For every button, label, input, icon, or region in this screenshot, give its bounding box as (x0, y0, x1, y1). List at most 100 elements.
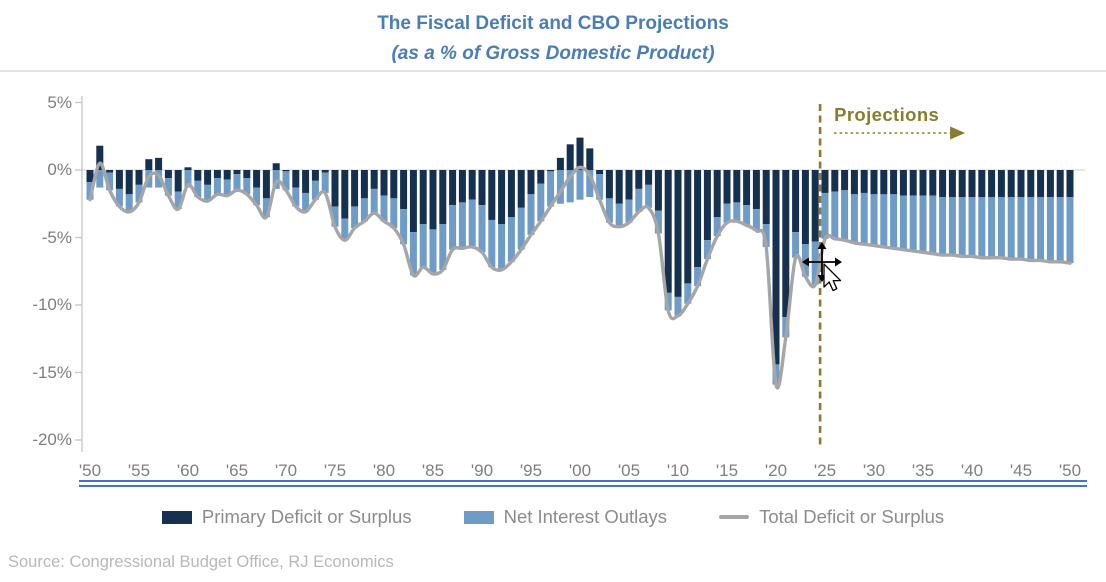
x-axis-tick-label: '75 (323, 461, 347, 480)
bar-interest (311, 180, 319, 200)
bar-interest (302, 192, 310, 212)
bar-primary (458, 170, 466, 203)
primary-deficit-swatch-icon (161, 510, 192, 524)
bar-primary (841, 170, 849, 191)
legend-item-total[interactable]: Total Deficit or Surplus (719, 506, 944, 528)
bar-interest (194, 180, 202, 197)
x-axis-tick-label: '15 (715, 461, 739, 480)
x-axis-tick-label: '05 (617, 461, 641, 480)
legend-label-interest: Net Interest Outlays (503, 506, 668, 527)
bar-primary (1037, 170, 1045, 197)
x-axis-tick-label: '55 (127, 461, 151, 480)
bar-interest (380, 195, 388, 222)
bar-interest (635, 188, 643, 212)
bar-interest (409, 232, 417, 276)
x-axis-tick-label: '85 (421, 461, 445, 480)
bar-primary (978, 170, 986, 197)
bar-primary (684, 170, 692, 284)
bar-primary (478, 170, 486, 206)
bar-primary (106, 170, 114, 173)
bar-primary (282, 170, 290, 172)
bar-primary (507, 170, 515, 218)
bar-primary (331, 170, 339, 207)
x-axis-double-underline (79, 480, 1087, 487)
bar-interest (282, 171, 290, 191)
bar-interest (811, 241, 819, 285)
x-axis-tick-label: '45 (1009, 461, 1033, 480)
bar-interest (488, 219, 496, 268)
bar-primary (262, 170, 270, 199)
bar-primary (292, 170, 300, 188)
bar-primary (596, 170, 604, 175)
bar-primary (498, 170, 506, 224)
bar-primary (341, 170, 349, 219)
bar-primary (204, 170, 212, 185)
bar-interest (537, 183, 545, 222)
net-interest-swatch-icon (463, 510, 494, 524)
bar-interest (978, 197, 986, 258)
bar-primary (351, 170, 359, 207)
bar-primary (1027, 170, 1035, 197)
bar-primary (409, 170, 417, 233)
bar-interest (400, 209, 408, 245)
chart-title: The Fiscal Deficit and CBO Projections (377, 13, 729, 34)
bar-interest (899, 195, 907, 250)
pointer-cursor-icon (823, 263, 842, 292)
bar-primary (370, 170, 378, 189)
bar-interest (890, 194, 898, 249)
bar-interest (204, 184, 212, 202)
bar-primary (527, 170, 535, 195)
bar-interest (351, 206, 359, 229)
x-axis-tick-label: '10 (666, 461, 690, 480)
bar-primary (135, 170, 143, 185)
bar-primary (870, 170, 878, 195)
bar-interest (948, 197, 956, 256)
bar-interest (439, 224, 447, 270)
bar-interest (1027, 197, 1035, 261)
bar-interest (831, 191, 839, 239)
bar-interest (566, 170, 574, 203)
bar-interest (792, 232, 800, 258)
bar-primary (400, 170, 408, 210)
bar-interest (860, 192, 868, 245)
bar-interest (106, 172, 114, 191)
bar-primary (850, 170, 858, 195)
bar-interest (684, 283, 692, 304)
bar-interest (213, 178, 221, 195)
bar-primary (958, 170, 966, 197)
bar-interest (115, 188, 123, 207)
bar-interest (262, 198, 270, 218)
bar-primary (1066, 170, 1074, 197)
bar-interest (155, 170, 163, 188)
legend-item-interest[interactable]: Net Interest Outlays (463, 506, 668, 528)
y-axis-tick-label: 0% (47, 160, 72, 179)
move-cursor-icon (802, 242, 842, 282)
bar-interest (939, 197, 947, 256)
bar-interest (654, 210, 662, 234)
bar-interest (449, 205, 457, 250)
bar-primary (164, 170, 172, 179)
bar-primary (948, 170, 956, 197)
bar-primary (566, 144, 574, 170)
bar-primary (723, 170, 731, 204)
y-axis-tick-label: -5% (41, 227, 72, 247)
bar-primary (860, 170, 868, 193)
bar-interest (919, 195, 927, 253)
bar-interest (1037, 197, 1045, 261)
bar-primary (547, 170, 555, 172)
bar-primary (390, 170, 398, 199)
bar-interest (341, 218, 349, 241)
x-axis-tick-label: '40 (960, 461, 984, 480)
bar-primary (625, 170, 633, 200)
bar-primary (243, 170, 251, 179)
bar-interest (390, 198, 398, 229)
bar-interest (547, 171, 555, 207)
x-axis-tick-label: '25 (813, 461, 837, 480)
bar-interest (243, 178, 251, 195)
bar-primary (801, 170, 809, 245)
legend-item-primary[interactable]: Primary Deficit or Surplus (161, 506, 412, 528)
bar-interest (125, 194, 133, 212)
y-axis-tick-label: -10% (32, 295, 72, 314)
bar-interest (743, 205, 751, 226)
